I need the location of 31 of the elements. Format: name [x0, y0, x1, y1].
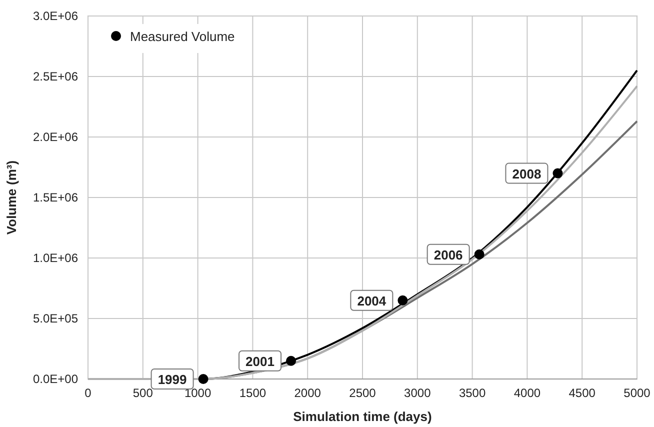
annotation: 2001 [246, 354, 274, 369]
annotation: 2004 [357, 293, 387, 308]
x-tick-label: 3000 [404, 386, 432, 400]
point [398, 295, 408, 306]
x-tick-label: 2000 [294, 386, 322, 400]
x-tick-label: 500 [132, 386, 154, 400]
y-axis-title: Volume (m³) [4, 160, 19, 235]
y-tick-label: 1.5E+06 [32, 190, 78, 204]
x-tick-label: 0 [84, 386, 92, 400]
y-tick-label: 0.0E+00 [32, 372, 78, 386]
x-tick-label: 5000 [624, 386, 651, 400]
legend-label: Measured Volume [130, 29, 235, 44]
x-tick-label: 2500 [349, 386, 376, 400]
annotation: 2008 [512, 166, 542, 182]
annotation: 2006 [434, 247, 463, 262]
y-tick-label: 2.0E+06 [32, 130, 78, 144]
annotation: 1999 [158, 372, 187, 387]
point [198, 374, 208, 384]
point [286, 356, 296, 366]
x-tick-label: 4000 [514, 386, 541, 400]
x-tick-label: 3500 [458, 386, 486, 400]
point [552, 168, 563, 178]
x-tick-label: 1000 [184, 386, 212, 400]
x-tick-label: 4500 [568, 386, 596, 400]
point [474, 249, 484, 260]
y-tick-label: 3.0E+06 [32, 9, 78, 23]
y-tick-label: 1.0E+06 [32, 251, 78, 265]
x-tick-label: 1500 [239, 386, 266, 400]
x-axis-title: Simulation time (days) [293, 409, 432, 424]
y-tick-label: 5.0E+05 [32, 312, 78, 326]
y-tick-label: 2.5E+06 [32, 70, 78, 84]
